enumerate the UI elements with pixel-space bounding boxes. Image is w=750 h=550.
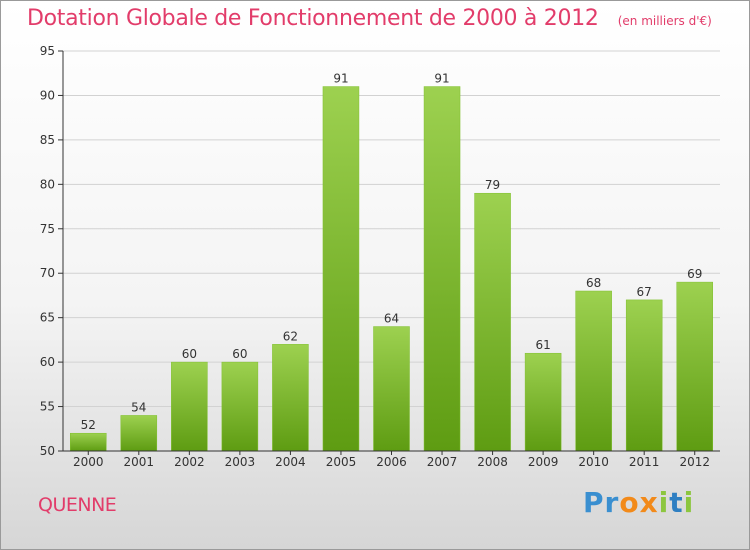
logo-letter: i [683,486,695,519]
logo-letter: i [658,486,670,519]
x-tick-label-2005: 2005 [326,455,357,469]
y-tick-label: 50 [40,444,55,458]
value-label-2011: 67 [637,285,652,299]
bar-2008 [474,192,511,452]
y-tick-label: 85 [40,133,55,147]
bar-2011 [625,299,663,452]
value-label-2006: 64 [384,312,399,326]
x-tick-label-2004: 2004 [275,455,306,469]
value-label-2000: 52 [81,418,96,432]
chart-subtitle: (en milliers d'€) [617,14,712,28]
x-tick-label-2007: 2007 [427,455,458,469]
commune-name: QUENNE [38,494,117,516]
bar-2000 [70,432,107,452]
logo-letter: P [583,486,605,519]
bars [70,86,713,452]
bar-2006 [373,326,410,452]
x-tick-label-2001: 2001 [124,455,155,469]
x-tick-label-2000: 2000 [73,455,104,469]
value-label-2012: 69 [687,267,702,281]
y-tick-label: 90 [40,88,55,102]
logo-letter: r [604,486,620,519]
bar-2007 [423,86,461,452]
proxiti-logo: Proxiti [583,486,694,519]
bar-2010 [575,290,612,452]
x-tick-label-2012: 2012 [679,455,710,469]
x-tick-label-2002: 2002 [174,455,205,469]
bar-2005 [322,86,360,452]
value-label-2001: 54 [131,400,146,414]
y-tick-label: 60 [40,355,55,369]
x-tick-label-2009: 2009 [528,455,559,469]
bar-2001 [120,415,158,452]
y-tick-label: 65 [40,311,55,325]
x-tick-label-2010: 2010 [578,455,609,469]
logo-letter: x [639,486,659,519]
bar-2002 [171,361,208,452]
y-tick-label: 55 [40,400,55,414]
bar-2009 [524,352,562,452]
y-tick-label: 70 [40,266,55,280]
bar-2012 [676,281,713,452]
bar-2003 [221,361,259,452]
y-tick-label: 95 [40,44,55,58]
x-tick-label-2006: 2006 [376,455,407,469]
x-tick-label-2003: 2003 [225,455,256,469]
value-label-2004: 62 [283,329,298,343]
axes [58,50,720,455]
chart-title: Dotation Globale de Fonctionnement de 20… [27,6,599,31]
value-label-2005: 91 [333,72,348,86]
labels: 50 55 60 65 70 75 80 85 90 95 52 2000 54 2001 60 2002 60… [40,44,710,469]
value-label-2010: 68 [586,276,601,290]
x-tick-label-2011: 2011 [629,455,660,469]
logo-letter: t [669,486,684,519]
y-tick-label: 75 [40,222,55,236]
value-label-2009: 61 [535,338,550,352]
y-tick-label: 80 [40,177,55,191]
value-label-2002: 60 [182,347,197,361]
title-block: Dotation Globale de Fonctionnement de 20… [27,6,712,31]
value-label-2003: 60 [232,347,247,361]
bar-2004 [272,344,309,452]
value-label-2007: 91 [434,72,449,86]
x-tick-label-2008: 2008 [477,455,508,469]
logo-letter: o [619,486,640,519]
value-label-2008: 79 [485,178,500,192]
